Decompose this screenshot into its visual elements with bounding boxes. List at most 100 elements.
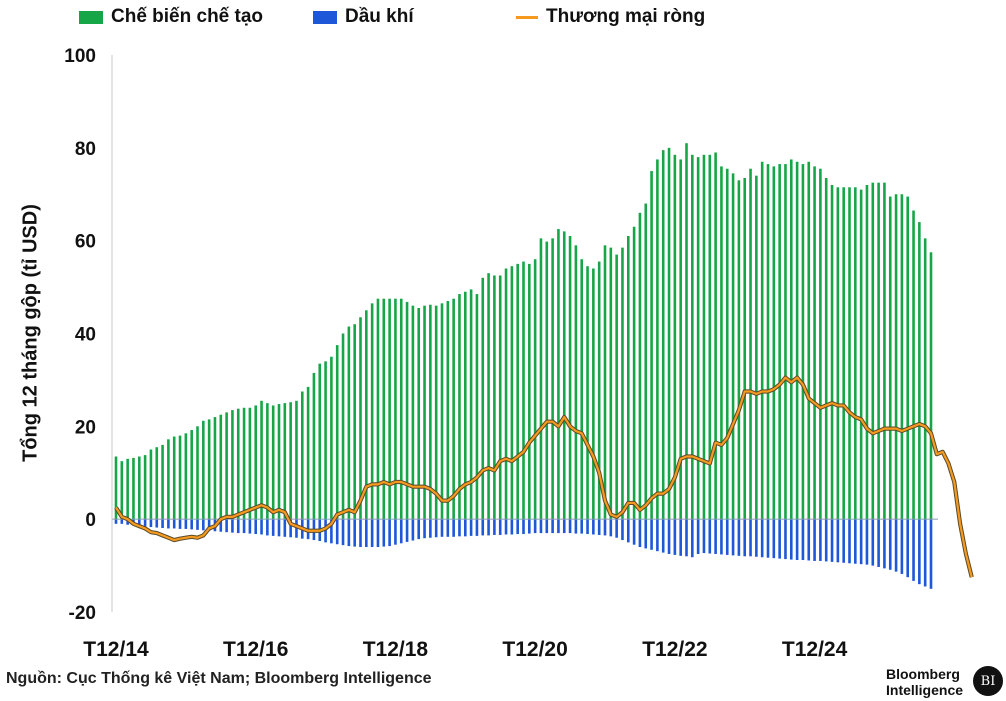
manufacturing-bar (266, 403, 269, 520)
brand-line-1: Bloomberg (886, 666, 960, 682)
oil-gas-bar (481, 519, 485, 536)
x-tick-label: T12/20 (502, 638, 567, 661)
oil-gas-bar (749, 519, 752, 557)
legend-label-net-trade: Thương mại ròng (546, 6, 706, 27)
manufacturing-bar (912, 210, 915, 520)
manufacturing-bar (720, 166, 723, 520)
oil-gas-bar (202, 519, 205, 531)
oil-gas-bar (248, 519, 252, 534)
oil-gas-bar (458, 519, 461, 537)
oil-gas-bar (621, 519, 624, 541)
manufacturing-bar (161, 444, 164, 520)
x-tick-label: T12/14 (83, 638, 149, 661)
manufacturing-bar (685, 143, 688, 520)
oil-gas-bar (493, 519, 496, 535)
oil-gas-bar (341, 519, 345, 546)
manufacturing-bar (784, 164, 787, 520)
manufacturing-bar (708, 154, 712, 520)
manufacturing-bar (923, 238, 927, 520)
manufacturing-bar (411, 305, 415, 520)
oil-gas-bar (778, 519, 781, 559)
oil-gas-bar (522, 519, 525, 535)
y-tick-label: 0 (85, 510, 96, 531)
manufacturing-bar (929, 252, 933, 520)
manufacturing-bar (347, 326, 351, 520)
manufacturing-bar (254, 405, 258, 520)
manufacturing-bar (394, 298, 397, 520)
manufacturing-bar (446, 301, 450, 520)
oil-gas-bar (848, 519, 851, 564)
oil-gas-bar (609, 519, 613, 537)
oil-gas-bar (446, 519, 450, 537)
manufacturing-bar (213, 417, 217, 520)
manufacturing-bar (236, 408, 240, 520)
oil-gas-bar (551, 519, 554, 534)
oil-gas-bar (580, 519, 584, 534)
manufacturing-bar (469, 289, 473, 520)
oil-gas-bar (883, 519, 886, 569)
oil-gas-bar (708, 519, 712, 554)
oil-gas-bar (656, 519, 659, 552)
manufacturing-bar (906, 196, 910, 520)
y-tick-label: 40 (75, 325, 96, 346)
manufacturing-bar (545, 241, 549, 520)
manufacturing-bar (498, 275, 502, 520)
manufacturing-bar (312, 372, 316, 520)
oil-gas-bar (760, 519, 764, 558)
manufacturing-bar (207, 419, 211, 520)
legend-label-oil-gas: Dầu khí (345, 6, 414, 27)
oil-gas-bar (784, 519, 787, 560)
oil-gas-bar (498, 519, 502, 535)
manufacturing-bar (114, 456, 118, 520)
manufacturing-bar (667, 147, 671, 520)
x-tick-label: T12/24 (782, 638, 848, 661)
manufacturing-bar (295, 400, 298, 520)
manufacturing-bar (149, 449, 153, 520)
manufacturing-bar (819, 168, 822, 520)
oil-gas-bar (417, 519, 421, 540)
oil-gas-bar (702, 519, 706, 554)
oil-gas-bar (900, 519, 904, 574)
oil-gas-bar (295, 519, 298, 538)
oil-gas-bar (353, 519, 356, 547)
series-oil-gas-bars (114, 519, 933, 589)
manufacturing-bar (801, 164, 805, 520)
oil-gas-bar (504, 519, 508, 535)
manufacturing-bar (306, 386, 310, 520)
oil-gas-bar (644, 519, 648, 549)
manufacturing-bar (155, 447, 159, 520)
manufacturing-bar (231, 410, 234, 520)
oil-gas-bar (149, 519, 153, 528)
oil-gas-bar (755, 519, 758, 557)
oil-gas-bar (405, 519, 409, 542)
manufacturing-bar (586, 266, 589, 520)
oil-gas-bar (854, 519, 857, 564)
oil-gas-bar (231, 519, 234, 533)
manufacturing-bar (597, 261, 601, 520)
legend-label-manufacturing: Chế biến chế tạo (111, 6, 264, 27)
manufacturing-bar (289, 402, 292, 520)
y-tick-label: 80 (75, 139, 96, 160)
manufacturing-bar (248, 407, 252, 520)
manufacturing-bar (854, 187, 857, 520)
oil-gas-bar (720, 519, 723, 555)
manufacturing-bar (883, 182, 886, 520)
x-tick-label: T12/16 (223, 638, 288, 661)
manufacturing-bar (731, 173, 735, 520)
oil-gas-bar (271, 519, 275, 536)
manufacturing-bar (830, 184, 834, 520)
manufacturing-bar (516, 263, 519, 520)
oil-gas-bar (376, 519, 380, 548)
oil-gas-bar (871, 519, 875, 566)
oil-gas-bar (184, 519, 188, 529)
oil-gas-bar (615, 519, 618, 538)
manufacturing-bar (434, 305, 438, 520)
oil-gas-bar (254, 519, 258, 535)
manufacturing-bar (260, 400, 263, 520)
x-tick-label: T12/18 (363, 638, 429, 661)
manufacturing-bar (650, 171, 653, 520)
brand-logo-text: Bloomberg Intelligence (886, 666, 963, 698)
manufacturing-bar (580, 259, 584, 520)
oil-gas-bar (667, 519, 671, 554)
oil-gas-bar (207, 519, 211, 531)
